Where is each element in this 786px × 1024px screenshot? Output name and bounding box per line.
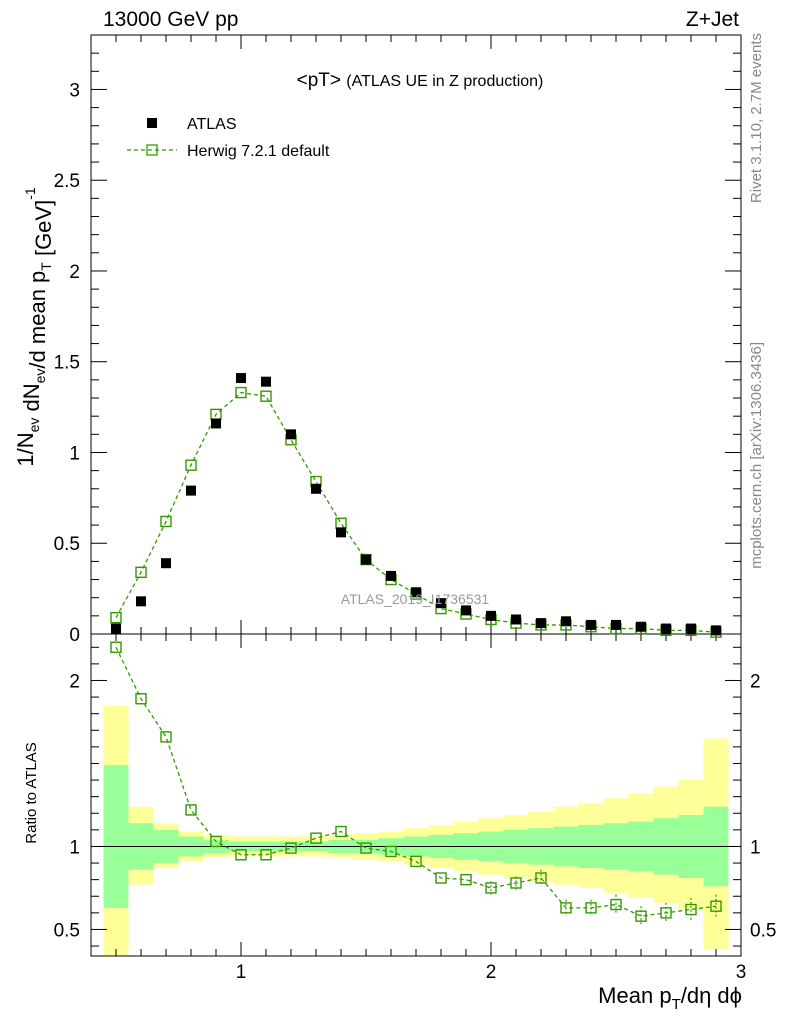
header-left: 13000 GeV pp [103,8,238,31]
herwig-ratio-point [185,804,197,816]
atlas-point [411,587,421,598]
x-tick-label: 3 [736,962,747,983]
atlas-point [236,373,246,384]
watermark: ATLAS_2019_I1736531 [341,591,490,607]
herwig-ratio-point [310,832,322,844]
herwig-ratio-point [485,882,497,894]
legend-label-atlas: ATLAS [187,116,237,133]
ratio-y-tick-label: 0.5 [750,920,776,941]
main-y-axis-label: 1/Nev dNev/d mean pT [GeV]-1 [13,187,56,467]
herwig-ratio-point [435,872,447,884]
herwig-ratio-point [660,907,672,919]
atlas-point [436,598,446,609]
atlas-point [386,570,396,581]
main-y-axis: 0 0.5 1 1.5 2 2.5 3 [54,34,741,646]
chart-title: <pT> (ATLAS UE in Z production) [297,70,544,91]
herwig-point [135,566,147,578]
y-tick-label: 3 [69,80,80,101]
herwig-point [260,390,272,402]
herwig-point [235,386,247,399]
herwig-ratio-point [360,842,372,854]
ratio-y-tick-label: 1 [69,837,80,858]
atlas-point [611,619,621,630]
herwig-ratio-point [285,842,297,854]
herwig-point [110,611,122,624]
atlas-point [536,618,546,629]
x-axis-ticks: 1 2 3 [90,35,747,983]
legend-label-herwig: Herwig 7.2.1 default [187,143,330,160]
atlas-main-series [111,373,721,636]
herwig-ratio-series [110,641,722,927]
y-tick-label: 1.5 [54,353,80,374]
herwig-ratio-point [610,898,622,911]
header-right: Z+Jet [686,8,739,31]
herwig-ratio-point [260,849,272,861]
herwig-point [185,459,197,471]
herwig-ratio-point [135,693,147,705]
ratio-y-tick-label: 2 [69,671,80,692]
atlas-point [161,558,171,569]
herwig-ratio-point [460,873,472,886]
ratio-y-tick-label: 0.5 [54,920,80,941]
herwig-ratio-point [560,902,572,914]
legend-marker-herwig [146,144,158,156]
atlas-point [211,418,221,429]
side-label-mcplots: mcplots.cern.ch [arXiv:1306.3436] [748,342,765,569]
atlas-point [636,621,646,632]
ratio-y-axis: 0.5 0.5 1 1 2 2 [54,646,776,947]
atlas-point [136,596,146,607]
atlas-point [336,527,346,538]
y-tick-label: 0.5 [54,534,80,555]
atlas-point [261,376,271,387]
ratio-y-tick-label: 2 [750,671,761,692]
atlas-point [286,429,296,440]
herwig-ratio-point [160,731,172,743]
atlas-point [361,554,371,565]
atlas-point [111,623,121,634]
atlas-point [661,623,671,634]
herwig-point [160,515,172,528]
atlas-point [711,625,721,636]
herwig-ratio-point [210,835,222,848]
herwig-ratio-point [585,902,597,914]
herwig-ratio-point [710,900,722,912]
x-axis-label: Mean pT/dη dϕ [598,983,742,1013]
atlas-point [586,619,596,630]
herwig-ratio-point [635,910,647,922]
legend-marker-atlas [147,118,157,128]
y-tick-label: 2 [69,262,80,283]
herwig-ratio-point [335,825,347,838]
y-tick-label: 1 [69,443,80,464]
atlas-point [561,616,571,627]
herwig-ratio-point [410,855,422,868]
herwig-ratio-point [110,641,122,653]
atlas-point [461,605,471,616]
side-label-rivet: Rivet 3.1.10, 2.7M events [748,33,765,203]
atlas-point [511,614,521,625]
herwig-ratio-point [510,877,522,889]
atlas-point [686,623,696,634]
stat-band-bin [103,765,129,908]
atlas-point [311,483,321,494]
herwig-ratio-point [385,845,397,858]
herwig-ratio-point [235,849,247,861]
atlas-point [186,485,196,496]
legend: ATLAS Herwig 7.2.1 default [127,116,330,160]
herwig-ratio-line [115,646,717,917]
herwig-point [335,517,347,529]
ratio-y-tick-label: 1 [750,837,761,858]
atlas-point [486,610,496,621]
y-tick-label: 0 [69,625,80,646]
x-tick-label: 1 [236,962,247,983]
ratio-y-axis-label: Ratio to ATLAS [23,742,40,843]
x-tick-label: 2 [486,962,497,983]
herwig-ratio-point [535,872,547,884]
herwig-ratio-point [685,903,697,916]
y-tick-label: 2.5 [54,171,80,192]
